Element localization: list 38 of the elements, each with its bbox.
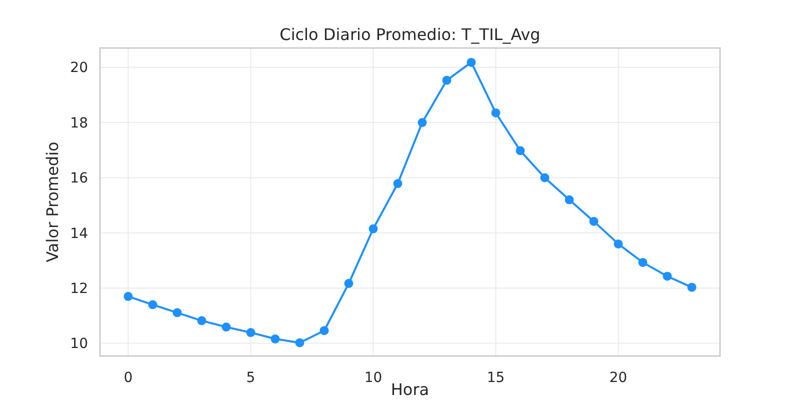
point	[246, 328, 256, 338]
point	[540, 173, 550, 182]
point	[614, 239, 623, 248]
y-axis-title: Valor Promedio	[43, 142, 62, 262]
y-tick-label: 18	[70, 115, 88, 132]
point	[270, 334, 280, 344]
point	[638, 258, 648, 267]
x-axis-title: Hora	[390, 380, 430, 399]
y-tick-label: 16	[70, 170, 88, 187]
x-tick-label: 15	[486, 370, 505, 386]
point	[393, 179, 402, 188]
point	[148, 300, 158, 310]
y-tick-label: 12	[70, 281, 88, 298]
point	[418, 118, 427, 128]
point	[124, 292, 133, 301]
point	[589, 216, 598, 226]
point	[197, 316, 206, 326]
point	[222, 322, 231, 332]
chart-title: Ciclo Diario Promedio: T_TIL_Avg	[280, 25, 540, 44]
point	[368, 224, 378, 234]
point	[516, 146, 525, 156]
point	[295, 338, 304, 348]
x-tick-label: 20	[609, 370, 628, 386]
point	[662, 272, 672, 281]
point	[466, 58, 476, 67]
point	[344, 278, 354, 288]
point	[491, 108, 500, 118]
y-tick-label: 14	[70, 226, 88, 242]
x-tick-label: 5	[246, 370, 256, 386]
y-tick-label: 10	[70, 336, 88, 352]
point	[687, 282, 696, 292]
point	[442, 76, 452, 85]
point	[320, 326, 329, 336]
y-tick-label: 20	[70, 60, 88, 76]
x-tick-label: 10	[364, 370, 382, 386]
point	[564, 195, 574, 204]
point	[172, 308, 182, 318]
x-tick-label: 0	[124, 370, 133, 386]
